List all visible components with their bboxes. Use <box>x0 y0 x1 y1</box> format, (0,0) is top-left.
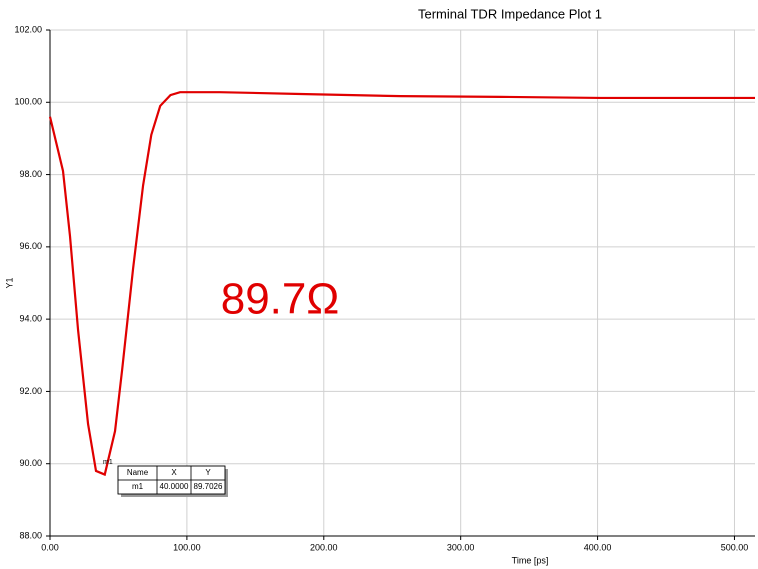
x-axis-label: Time [ps] <box>512 555 549 565</box>
table-text: m1 <box>132 482 144 491</box>
chart-title: Terminal TDR Impedance Plot 1 <box>418 6 602 21</box>
table-cell <box>190 479 226 495</box>
x-tick-label: 100.00 <box>173 542 201 552</box>
y-tick-label: 92.00 <box>19 386 42 396</box>
data-line <box>48 91 755 477</box>
y-tick-label: 96.00 <box>19 241 42 251</box>
marker-table: Name X Ym1 40.0000 89.7026 <box>117 465 228 497</box>
marker-label: m1 <box>103 459 113 466</box>
table-text: 40.0000 <box>160 482 189 491</box>
axis-frame <box>49 30 755 537</box>
y-tick-label: 88.00 <box>19 530 42 540</box>
table-text: Name <box>127 468 149 477</box>
y-tick-label: 98.00 <box>19 169 42 179</box>
annotation: 89.7Ω <box>221 275 340 324</box>
x-tick-label: 0.00 <box>41 542 59 552</box>
x-tick-label: 500.00 <box>721 542 749 552</box>
y-tick-label: 94.00 <box>19 314 42 324</box>
x-tick-label: 200.00 <box>310 542 338 552</box>
x-tick-label: 400.00 <box>584 542 612 552</box>
y-tick-label: 100.00 <box>14 97 42 107</box>
y-axis-label: Y1 <box>4 277 14 288</box>
table-text: 89.7026 <box>194 482 223 491</box>
y-tick-label: 102.00 <box>14 24 42 34</box>
table-text: Y <box>205 468 211 477</box>
table-text: X <box>171 468 177 477</box>
y-tick-label: 90.00 <box>19 458 42 468</box>
x-tick-label: 300.00 <box>447 542 475 552</box>
